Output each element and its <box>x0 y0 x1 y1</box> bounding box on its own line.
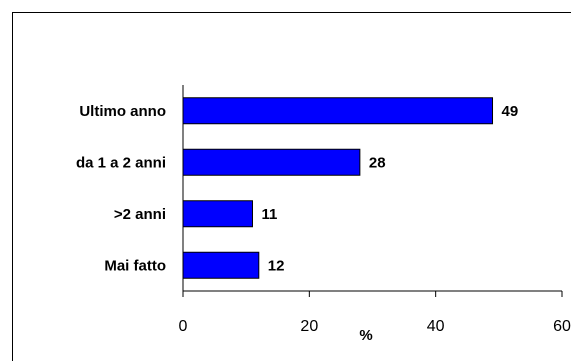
data-label: 28 <box>369 154 386 171</box>
x-axis-title: % <box>359 327 372 344</box>
x-tick-label: 40 <box>427 318 445 335</box>
chart-frame <box>12 12 571 361</box>
x-axis: 0 20 40 60 <box>179 85 571 335</box>
category-label: >2 anni <box>114 206 166 223</box>
bar <box>182 200 253 228</box>
category-label: Ultimo anno <box>79 103 166 120</box>
category-label: da 1 a 2 anni <box>76 154 166 171</box>
data-label: 12 <box>268 257 285 274</box>
x-tick-label: 0 <box>179 318 188 335</box>
data-label: 11 <box>261 206 277 223</box>
bar <box>182 148 361 176</box>
bars-layer <box>182 97 494 279</box>
labels-layer: Ultimo anno 49 da 1 a 2 anni 28 >2 anni 11 Mai… <box>76 103 518 275</box>
x-tick-label: 60 <box>553 318 571 335</box>
data-label: 49 <box>502 103 519 120</box>
category-label: Mai fatto <box>104 257 166 274</box>
x-tick-label: 20 <box>300 318 318 335</box>
bar <box>182 97 494 125</box>
bar <box>182 251 260 279</box>
